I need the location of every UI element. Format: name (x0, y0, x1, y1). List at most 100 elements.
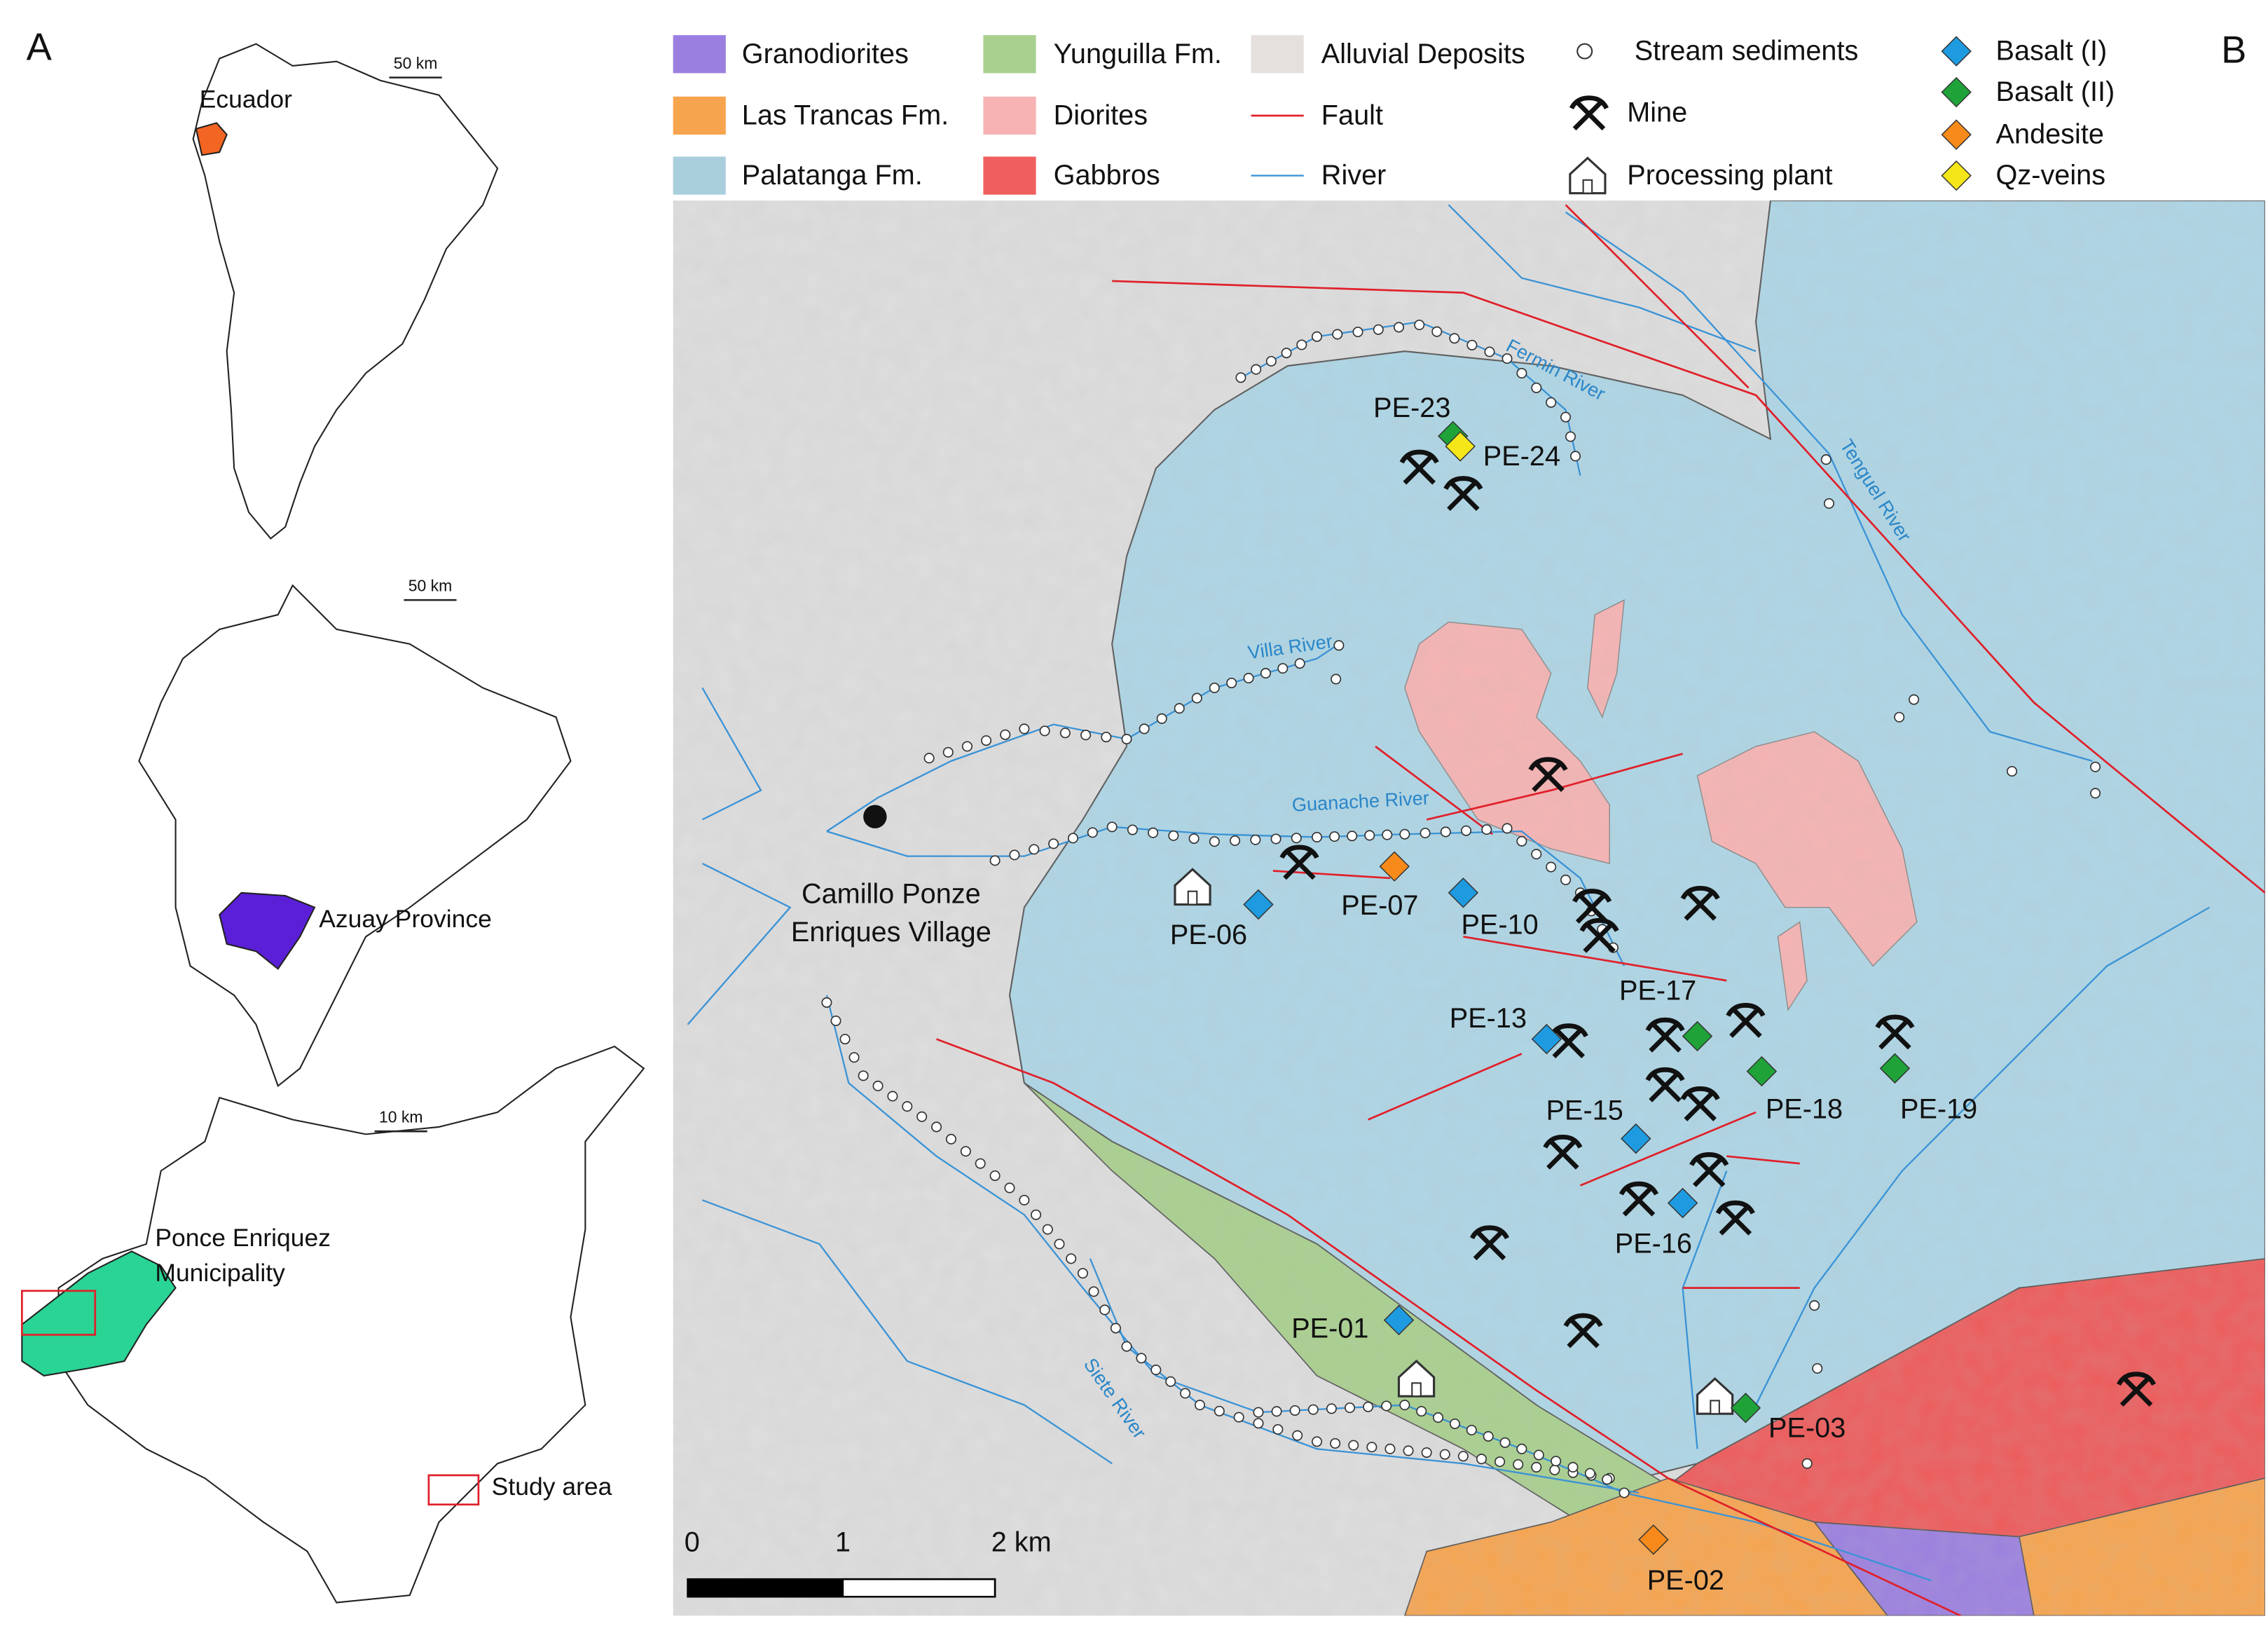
stream-sediment (1399, 828, 1410, 840)
stream-sediment (830, 1016, 841, 1027)
sample-label: PE-13 (1450, 1003, 1527, 1034)
stream-sediment (1531, 382, 1542, 393)
country-label: Ecuador (200, 85, 292, 113)
stream-sediment (1382, 829, 1393, 840)
stream-sediment (1281, 348, 1292, 359)
stream-sediment (1168, 830, 1179, 841)
stream-sediment (1431, 326, 1443, 337)
sample-label: PE-16 (1615, 1229, 1692, 1259)
stream-sediment (1326, 1403, 1337, 1414)
stream-sediment (1067, 833, 1079, 844)
stream-sediment (942, 746, 954, 758)
stream-sediment (1565, 431, 1576, 442)
stream-sediment (945, 1133, 956, 1145)
stream-sediment (1330, 1437, 1341, 1449)
stream-sediment (1019, 1194, 1030, 1205)
stream-sediment (1393, 322, 1405, 333)
stream-sediment (1466, 1424, 1477, 1435)
stream-sediment (923, 753, 935, 764)
stream-sediment (1265, 355, 1277, 367)
legend-label: Processing plant (1627, 160, 1832, 191)
stream-sediment (1080, 730, 1092, 741)
stream-sediment (1516, 835, 1527, 847)
sample-symbol (1621, 1123, 1651, 1154)
sample-symbol (1243, 889, 1274, 920)
legend-label: Las Trancas Fm. (742, 100, 949, 131)
stream-sediment (1403, 1445, 1414, 1456)
stream-sediment (1618, 1487, 1630, 1498)
stream-sediment (1174, 703, 1185, 714)
stream-sediment (1560, 411, 1572, 423)
south-america-map (192, 43, 499, 540)
stream-sediment (981, 735, 992, 746)
stream-sediment (1214, 1405, 1225, 1416)
legend-label: Alluvial Deposits (1321, 39, 1525, 69)
stream-sediment (961, 741, 973, 752)
stream-sediment (1531, 849, 1542, 860)
stream-sediment (1048, 838, 1059, 849)
sample-label: PE-02 (1647, 1565, 1724, 1596)
stream-sediment (1235, 372, 1246, 383)
sample-label: PE-07 (1341, 890, 1418, 921)
stream-sediment (1483, 1430, 1494, 1442)
sample-label: PE-24 (1483, 441, 1560, 472)
stream-sediment (1546, 397, 1557, 408)
stream-sediment (916, 1111, 928, 1122)
municipality-label: Ponce Enriquez (155, 1224, 331, 1252)
stream-sediment (1481, 824, 1492, 835)
stream-sediment (1139, 723, 1150, 735)
stream-sediment (1087, 827, 1098, 838)
stream-sediment (1029, 844, 1040, 855)
sample-label: PE-10 (1461, 909, 1538, 940)
sample-symbol (1682, 1020, 1713, 1052)
stream-sediment (1331, 674, 1342, 685)
sample-label: PE-19 (1900, 1093, 1977, 1124)
stream-sediment (1272, 1423, 1284, 1435)
scale-label: 10 km (379, 1107, 423, 1126)
stream-sediment (2007, 765, 2018, 777)
stream-sediment (1233, 1412, 1244, 1423)
legend-label: Gabbros (1054, 160, 1160, 191)
stream-sediment (1121, 1341, 1132, 1352)
stream-sediment (1099, 1304, 1111, 1316)
stream-sediment (872, 1080, 884, 1091)
sample-symbol (1379, 851, 1410, 882)
province-label: Azuay Province (319, 905, 492, 933)
village-label: Enriques Village (791, 917, 991, 948)
legend-label: Fault (1321, 100, 1383, 131)
stream-sediment (1440, 826, 1451, 838)
legend-label: Stream sediments (1635, 36, 1859, 67)
geologic-map (673, 200, 2265, 1616)
sample-symbol (1531, 1023, 1562, 1055)
stream-sediment (1009, 849, 1020, 861)
stream-sediment (1416, 1406, 1427, 1417)
stream-sediment (1549, 1464, 1560, 1475)
stream-sediment (1165, 1376, 1176, 1387)
stream-sediment (1188, 833, 1200, 845)
stream-sediment (1531, 1461, 1542, 1473)
stream-sediment (1433, 1412, 1444, 1423)
legend-label: Palatanga Fm. (742, 160, 923, 191)
stream-sediment (1127, 824, 1138, 835)
stream-sediment (1348, 1440, 1359, 1451)
stream-sediment (1088, 1286, 1099, 1297)
stream-sediment (1150, 1365, 1162, 1376)
stream-sediment (1461, 825, 1472, 836)
stream-sediment (1345, 1402, 1356, 1414)
stream-sediment (1148, 827, 1159, 838)
legend-label: Qz-veins (1996, 160, 2105, 191)
stream-sediment (1513, 1458, 1524, 1470)
stream-sediment (1560, 874, 1572, 885)
stream-sediment (1250, 834, 1261, 845)
stream-sediment (1602, 1474, 1613, 1485)
stream-sediment (887, 1091, 898, 1102)
stream-sediment (839, 1034, 851, 1045)
stream-sediment (1909, 694, 1920, 705)
sample-symbol (1638, 1524, 1669, 1555)
study-area-legend: Study area (492, 1473, 612, 1501)
panel-label: A (27, 25, 53, 68)
stream-sediment (1277, 663, 1288, 674)
stream-sediment (1000, 729, 1011, 740)
stream-sediment (1569, 451, 1581, 462)
